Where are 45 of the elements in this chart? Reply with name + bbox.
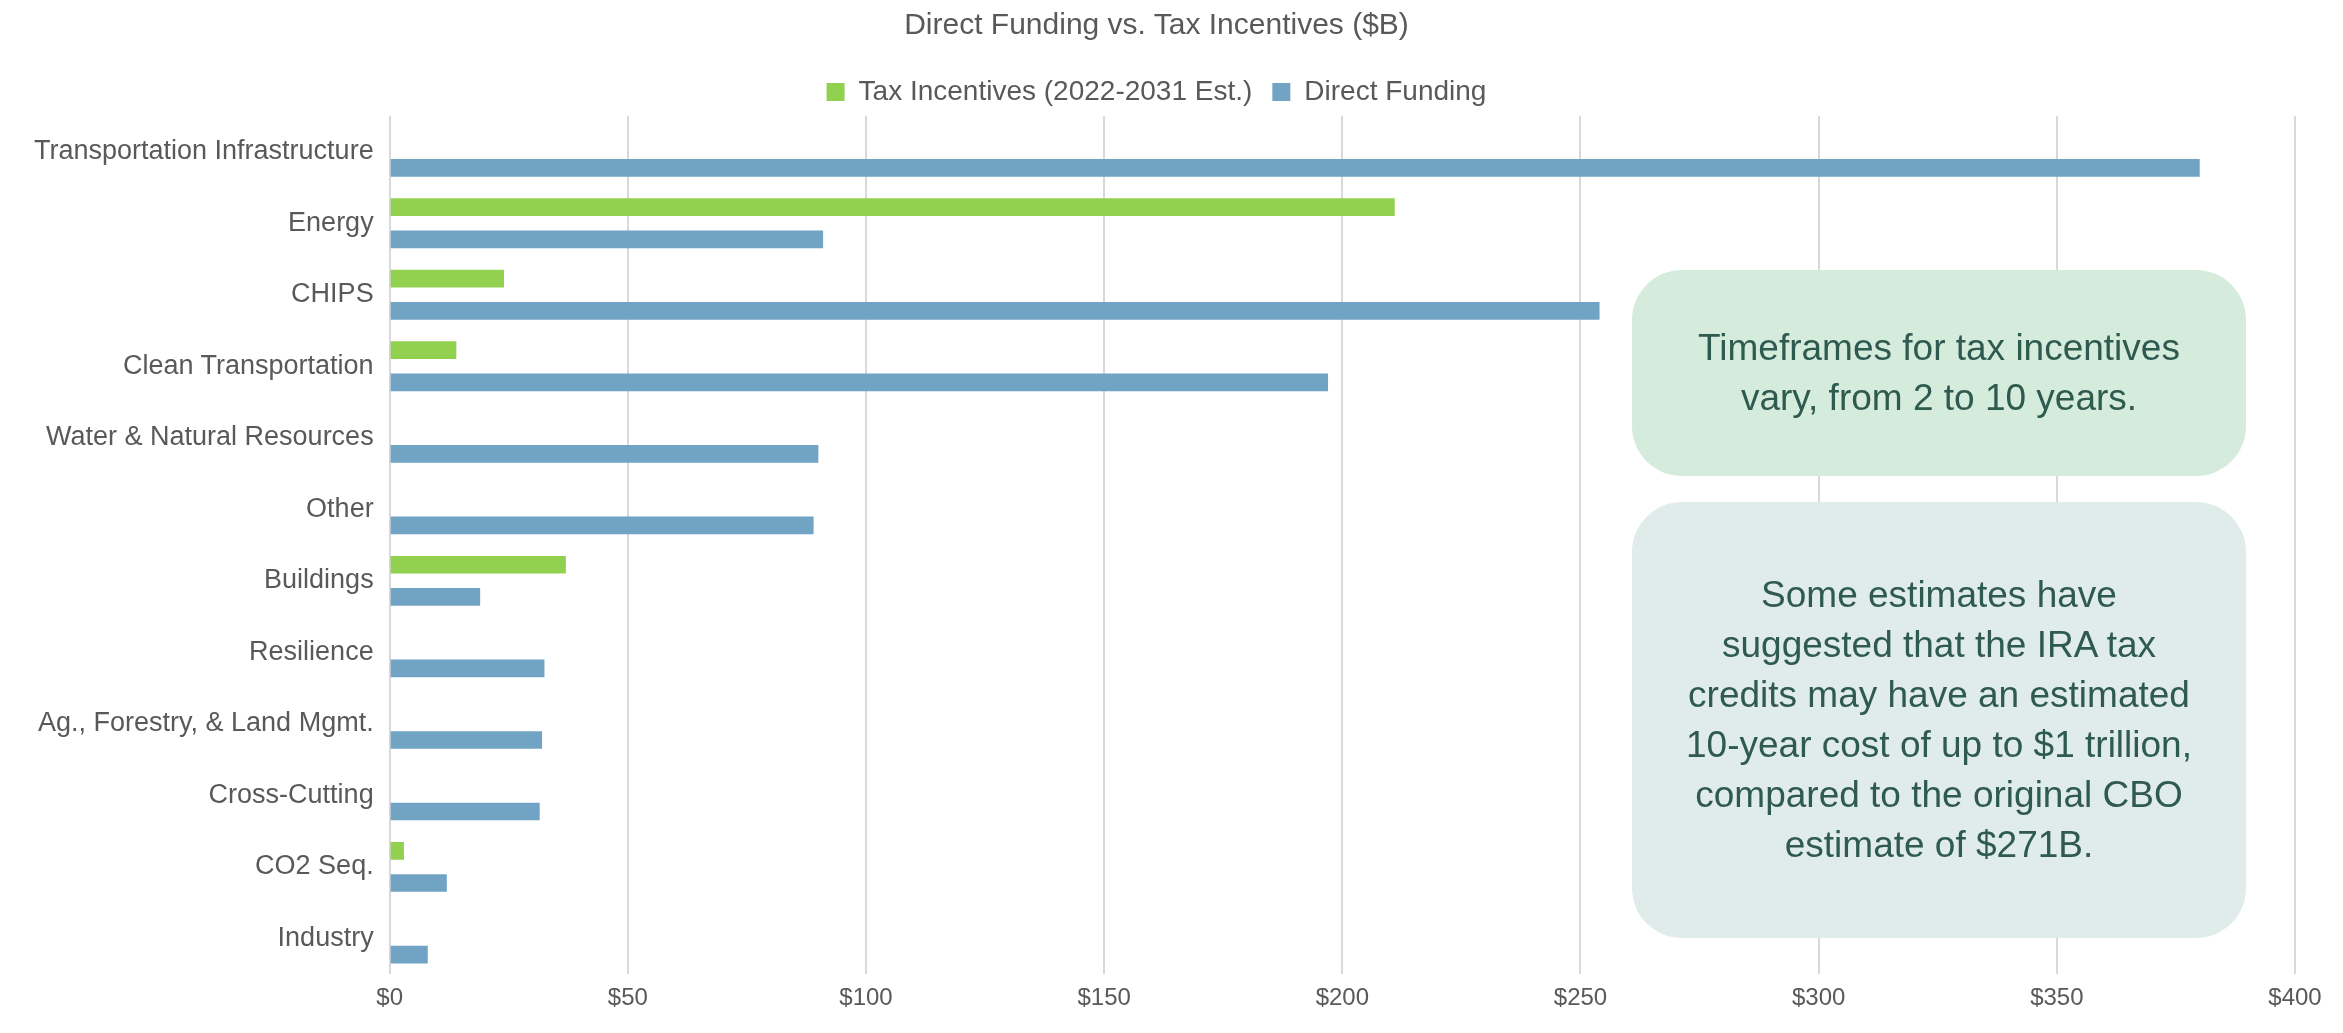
y-tick-label: Cross-Cutting (208, 778, 374, 809)
x-tick-label: $150 (1077, 983, 1131, 1011)
bar (390, 945, 428, 964)
bar (390, 373, 1329, 392)
legend-label: Direct Funding (1304, 74, 1487, 106)
y-tick-label: Clean Transportation (122, 349, 374, 380)
x-tick-label: $400 (2268, 983, 2322, 1011)
bar (390, 516, 814, 535)
bar (390, 659, 545, 678)
bar (390, 198, 1395, 217)
annotation: Some estimates have suggested that the IRA tax credits may have an estimated 10-year cost of up to $1 trillion, compared to the original CBO estimate of $271B. (1685, 573, 2193, 867)
y-tick-label: CO2 Seq. (255, 850, 374, 881)
bar (390, 555, 566, 574)
y-tick-label: Industry (277, 921, 375, 952)
bar (390, 445, 819, 463)
y-tick-label: Water & Natural Resources (46, 421, 374, 452)
note-box: Timeframes for tax incentives vary, from 2 to 10 years. (1632, 270, 2246, 476)
x-tick-label: $250 (1553, 983, 1608, 1011)
x-tick-label: $0 (376, 983, 403, 1011)
legend-label: Tax Incentives (2022-2031 Est.) (858, 74, 1253, 106)
bar (390, 302, 1600, 320)
bar (390, 588, 481, 606)
x-tick-label: $300 (1791, 983, 1846, 1011)
x-tick-label: $50 (607, 983, 648, 1011)
bar (390, 159, 2200, 177)
note-box: Some estimates have suggested that the IRA tax credits may have an estimated 10-year cost of up to $1 trillion, compared to the original CBO estimate of $271B. (1632, 502, 2246, 938)
y-tick-label: Other (306, 492, 374, 523)
bar (390, 802, 540, 821)
y-tick-label: Buildings (264, 564, 374, 595)
y-tick-label: Ag., Forestry, & Land Mgmt. (38, 707, 374, 738)
y-tick-label: Resilience (249, 635, 374, 666)
x-tick-label: $350 (2030, 983, 2084, 1011)
annotation: Timeframes for tax incentives vary, from 2 to 10 years. (1697, 326, 2181, 420)
y-tick-label: Transportation Infrastructure (33, 135, 374, 166)
x-tick-label: $100 (839, 983, 893, 1011)
bar (390, 341, 457, 360)
y-tick-label: CHIPS (291, 278, 374, 309)
bar (390, 841, 404, 860)
bar (390, 874, 447, 892)
bar (390, 269, 504, 288)
x-tick-label: $200 (1315, 983, 1370, 1011)
bar (390, 230, 824, 249)
chart-title: Direct Funding vs. Tax Incentives ($B) (904, 7, 1409, 41)
bar (390, 731, 543, 749)
y-tick-label: Energy (288, 206, 375, 237)
